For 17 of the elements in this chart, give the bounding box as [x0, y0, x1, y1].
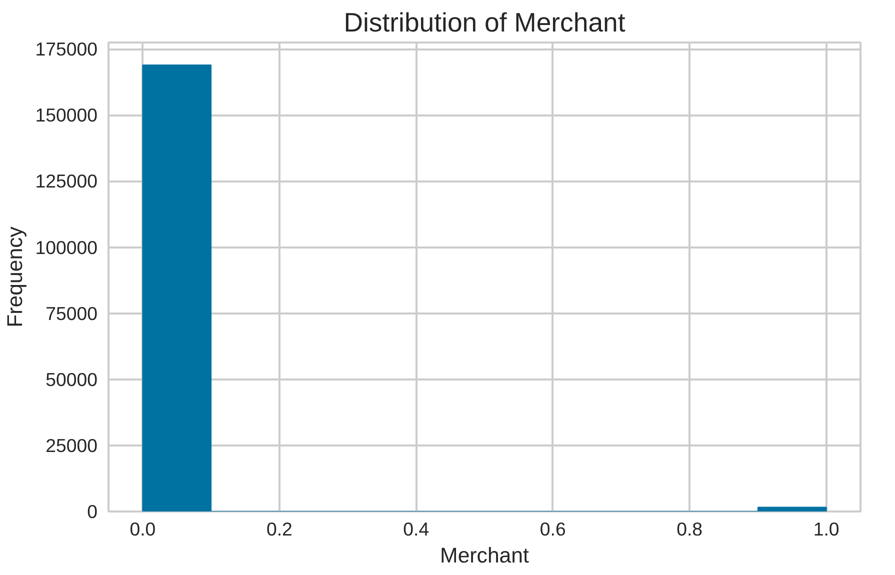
y-tick-label: 25000 — [46, 434, 98, 456]
x-tick-label: 0.4 — [403, 518, 430, 540]
y-tick-label: 50000 — [46, 368, 98, 390]
x-tick-label: 0.2 — [266, 518, 292, 540]
x-tick-label: 0.0 — [130, 518, 156, 540]
y-tick-label: 0 — [87, 501, 98, 522]
y-tick-label: 75000 — [46, 302, 98, 324]
y-tick-label: 125000 — [35, 170, 98, 192]
y-tick-label: 100000 — [35, 236, 98, 258]
x-tick-label: 0.8 — [676, 518, 703, 540]
chart-title: Distribution of Merchant — [344, 8, 626, 38]
y-axis-title: Frequency — [3, 226, 28, 328]
x-axis-title: Merchant — [440, 544, 530, 568]
x-tick-label: 1.0 — [813, 518, 840, 540]
y-tick-label: 175000 — [35, 38, 98, 60]
x-tick-label: 0.6 — [540, 518, 566, 540]
y-tick-label: 150000 — [35, 104, 98, 126]
